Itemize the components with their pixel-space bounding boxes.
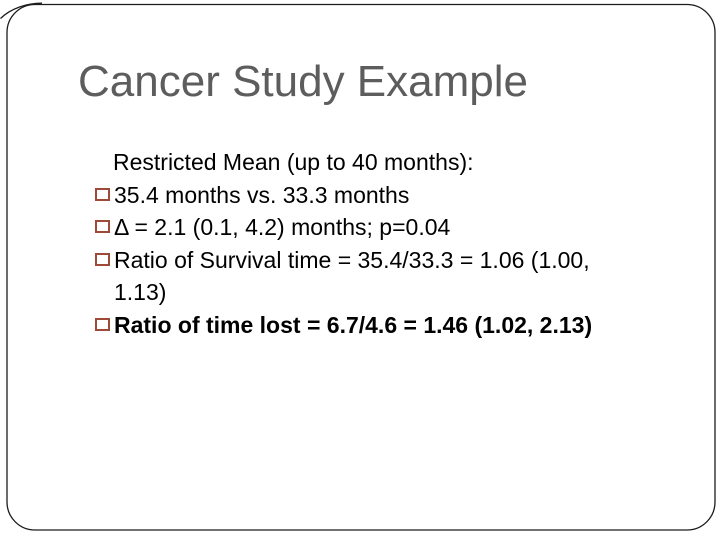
bullet-square-icon [95,317,110,331]
bullet-item: Ratio of Survival time = 35.4/33.3 = 1.0… [95,244,625,309]
slide-body: Restricted Mean (up to 40 months): 35.4 … [95,146,625,341]
slide-title: Cancer Study Example [78,57,528,106]
bullet-text: 35.4 months vs. 33.3 months [114,181,410,208]
bullet-text: Ratio of time lost = 6.7/4.6 = 1.46 (1.0… [114,311,593,338]
body-heading: Restricted Mean (up to 40 months): [113,149,474,175]
frame-corner-tail [0,2,43,19]
bullet-list: 35.4 months vs. 33.3 months Δ = 2.1 (0.1… [95,179,625,342]
bullet-text: Δ = 2.1 (0.1, 4.2) months; p=0.04 [114,214,451,240]
bullet-square-icon [95,252,110,266]
bullet-item: Ratio of time lost = 6.7/4.6 = 1.46 (1.0… [95,309,625,342]
bullet-square-icon [95,220,110,233]
bullet-text: Ratio of Survival time = 35.4/33.3 = 1.0… [114,246,590,306]
bullet-item: 35.4 months vs. 33.3 months [95,179,625,212]
bullet-square-icon [95,187,110,201]
bullet-item: Δ = 2.1 (0.1, 4.2) months; p=0.04 [95,211,625,244]
